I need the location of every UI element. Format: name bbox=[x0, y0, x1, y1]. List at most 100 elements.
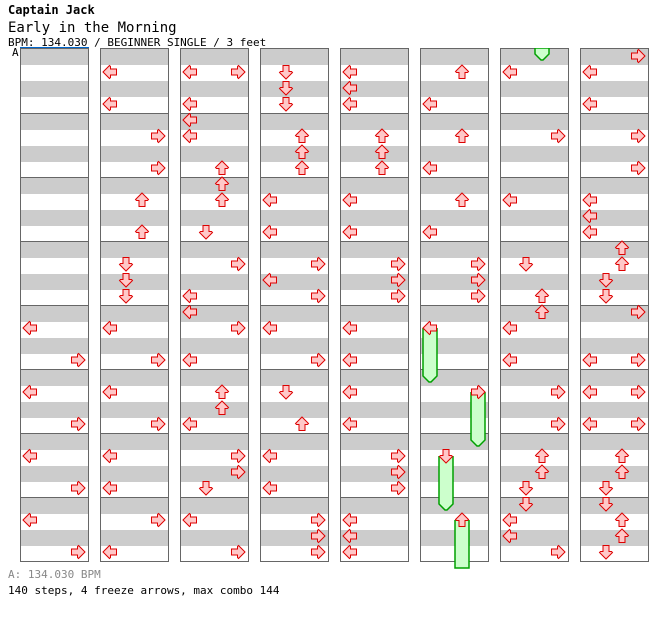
arrow-left-icon bbox=[502, 528, 517, 544]
arrow-left-icon bbox=[342, 352, 357, 368]
arrow-right-icon bbox=[551, 128, 566, 144]
arrow-down-icon bbox=[118, 289, 134, 304]
arrow-left-icon bbox=[102, 544, 117, 560]
arrow-up-icon bbox=[134, 224, 150, 239]
arrow-left-icon bbox=[582, 96, 597, 112]
arrow-right-icon bbox=[471, 256, 486, 272]
arrow-left-icon bbox=[342, 320, 357, 336]
arrow-left-icon bbox=[182, 96, 197, 112]
arrow-left-icon bbox=[262, 320, 277, 336]
measure bbox=[181, 177, 248, 241]
measure bbox=[581, 241, 648, 305]
arrow-up-icon bbox=[374, 128, 390, 143]
arrow-down-icon bbox=[518, 481, 534, 496]
arrow-up-icon bbox=[294, 416, 310, 431]
arrow-right-icon bbox=[391, 288, 406, 304]
arrow-left-icon bbox=[262, 224, 277, 240]
arrow-left-icon bbox=[102, 384, 117, 400]
arrow-left-icon bbox=[262, 192, 277, 208]
arrow-left-icon bbox=[102, 96, 117, 112]
arrow-left-icon bbox=[262, 448, 277, 464]
arrow-up-icon bbox=[614, 512, 630, 527]
measure bbox=[261, 49, 328, 113]
arrow-up-icon bbox=[454, 64, 470, 79]
arrow-right-icon bbox=[471, 384, 486, 400]
arrow-up-icon bbox=[454, 512, 470, 527]
arrow-down-icon bbox=[198, 225, 214, 240]
arrow-left-icon bbox=[342, 96, 357, 112]
arrow-right-icon bbox=[631, 352, 646, 368]
arrow-left-icon bbox=[182, 128, 197, 144]
arrow-up-icon bbox=[214, 160, 230, 175]
arrow-left-icon bbox=[342, 384, 357, 400]
measure bbox=[501, 113, 568, 177]
measure bbox=[581, 497, 648, 561]
arrow-up-icon bbox=[614, 448, 630, 463]
chart-column bbox=[580, 48, 649, 562]
arrow-right-icon bbox=[151, 128, 166, 144]
arrow-left-icon bbox=[22, 512, 37, 528]
chart-column bbox=[260, 48, 329, 562]
arrow-right-icon bbox=[71, 352, 86, 368]
freeze-arrow-body bbox=[470, 392, 486, 447]
arrow-left-icon bbox=[182, 288, 197, 304]
arrow-left-icon bbox=[342, 528, 357, 544]
bpm-marker-label: A bbox=[12, 46, 19, 59]
arrow-right-icon bbox=[551, 416, 566, 432]
arrow-down-icon bbox=[598, 289, 614, 304]
arrow-right-icon bbox=[71, 416, 86, 432]
arrow-left-icon bbox=[182, 352, 197, 368]
arrow-left-icon bbox=[582, 416, 597, 432]
chart-column bbox=[20, 48, 89, 562]
arrow-down-icon bbox=[598, 273, 614, 288]
arrow-left-icon bbox=[582, 192, 597, 208]
arrow-right-icon bbox=[631, 416, 646, 432]
arrow-right-icon bbox=[311, 512, 326, 528]
arrow-down-icon bbox=[598, 481, 614, 496]
arrow-left-icon bbox=[582, 208, 597, 224]
arrow-left-icon bbox=[422, 320, 437, 336]
measure bbox=[21, 49, 88, 113]
arrow-down-icon bbox=[198, 481, 214, 496]
chart-column bbox=[500, 48, 569, 562]
arrow-right-icon bbox=[231, 448, 246, 464]
measure bbox=[581, 433, 648, 497]
measure bbox=[21, 241, 88, 305]
arrow-right-icon bbox=[231, 320, 246, 336]
arrow-up-icon bbox=[534, 448, 550, 463]
arrow-left-icon bbox=[182, 512, 197, 528]
arrow-right-icon bbox=[151, 416, 166, 432]
arrow-right-icon bbox=[631, 384, 646, 400]
arrow-left-icon bbox=[262, 272, 277, 288]
arrow-left-icon bbox=[342, 80, 357, 96]
freeze-arrow-body bbox=[454, 520, 470, 569]
arrow-right-icon bbox=[71, 544, 86, 560]
bpm-marker-line bbox=[20, 47, 89, 48]
arrow-up-icon bbox=[614, 256, 630, 271]
arrow-down-icon bbox=[518, 257, 534, 272]
arrow-up-icon bbox=[294, 128, 310, 143]
arrow-left-icon bbox=[582, 352, 597, 368]
arrow-right-icon bbox=[631, 160, 646, 176]
measure bbox=[501, 241, 568, 305]
arrow-down-icon bbox=[278, 81, 294, 96]
arrow-right-icon bbox=[151, 352, 166, 368]
arrow-up-icon bbox=[294, 160, 310, 175]
arrow-left-icon bbox=[422, 96, 437, 112]
arrow-left-icon bbox=[262, 480, 277, 496]
arrow-right-icon bbox=[311, 288, 326, 304]
arrow-left-icon bbox=[342, 544, 357, 560]
song-title: Early in the Morning bbox=[8, 20, 177, 36]
chart-column bbox=[420, 48, 489, 562]
arrow-right-icon bbox=[231, 64, 246, 80]
arrow-right-icon bbox=[551, 544, 566, 560]
measure bbox=[501, 49, 568, 113]
arrow-up-icon bbox=[534, 304, 550, 319]
arrow-up-icon bbox=[534, 464, 550, 479]
arrow-up-icon bbox=[614, 528, 630, 543]
arrow-up-icon bbox=[214, 400, 230, 415]
measure bbox=[341, 113, 408, 177]
measure bbox=[261, 369, 328, 433]
arrow-right-icon bbox=[231, 464, 246, 480]
arrow-left-icon bbox=[182, 416, 197, 432]
